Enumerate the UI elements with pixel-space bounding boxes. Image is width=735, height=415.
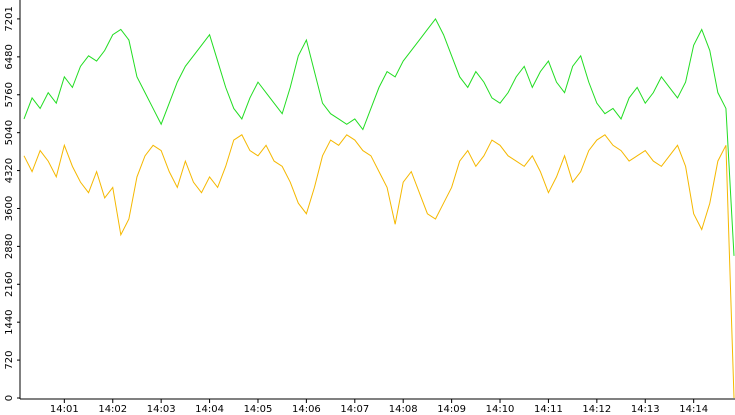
y-tick-label: 5040: [4, 120, 15, 145]
x-tick-label: 14:10: [486, 404, 515, 415]
y-tick-label: 0: [4, 395, 15, 401]
x-tick-label: 14:13: [631, 404, 660, 415]
y-tick-label: 720: [4, 351, 15, 370]
y-tick-label: 3600: [4, 196, 15, 221]
series-line: [23, 18, 735, 256]
x-tick-label: 14:02: [98, 404, 127, 415]
x-tick-label: 14:05: [244, 404, 273, 415]
y-tick-label: 6480: [4, 44, 15, 69]
y-tick-label: 1440: [4, 309, 15, 334]
x-tick-label: 14:08: [389, 404, 418, 415]
y-tick-label: 7201: [4, 6, 15, 31]
x-tick-label: 14:07: [340, 404, 369, 415]
x-tick-label: 14:12: [582, 404, 611, 415]
y-tick-label: 2160: [4, 272, 15, 297]
y-tick-label: 5760: [4, 82, 15, 107]
x-tick-label: 14:03: [147, 404, 176, 415]
y-tick-label: 2880: [4, 234, 15, 259]
x-tick-label: 14:04: [195, 404, 224, 415]
series-line: [23, 134, 735, 399]
y-tick-label: 4320: [4, 158, 15, 183]
x-tick-label: 14:06: [292, 404, 321, 415]
x-tick-label: 14:11: [534, 404, 563, 415]
x-tick-label: 14:14: [679, 404, 708, 415]
x-tick-label: 14:09: [437, 404, 466, 415]
x-tick-label: 14:01: [50, 404, 79, 415]
